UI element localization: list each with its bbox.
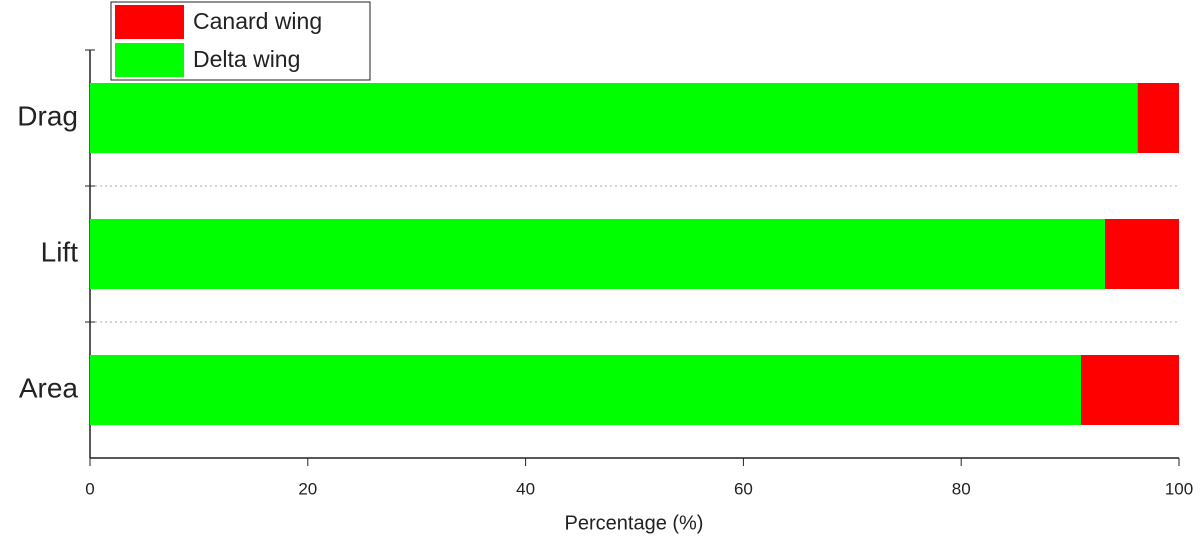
- y-tick-label: Lift: [41, 236, 79, 267]
- legend-swatch: [115, 43, 184, 77]
- x-axis-label: Percentage (%): [565, 512, 704, 534]
- x-tick-label: 20: [298, 479, 317, 498]
- bar-segment: [90, 355, 1081, 425]
- x-tick-label: 80: [952, 479, 971, 498]
- x-tick-label: 100: [1165, 479, 1193, 498]
- x-tick-label: 40: [516, 479, 535, 498]
- x-tick-label: 0: [85, 479, 94, 498]
- bar-segment: [1080, 355, 1179, 425]
- bar-segment: [1104, 219, 1179, 289]
- bar-segment: [1137, 83, 1179, 153]
- legend-label: Canard wing: [193, 8, 322, 34]
- y-tick-label: Drag: [17, 100, 78, 131]
- legend-label: Delta wing: [193, 46, 300, 72]
- legend-swatch: [115, 5, 184, 39]
- bar-segment: [90, 219, 1105, 289]
- x-tick-label: 60: [734, 479, 753, 498]
- y-tick-label: Area: [19, 372, 79, 403]
- bar-segment: [90, 83, 1138, 153]
